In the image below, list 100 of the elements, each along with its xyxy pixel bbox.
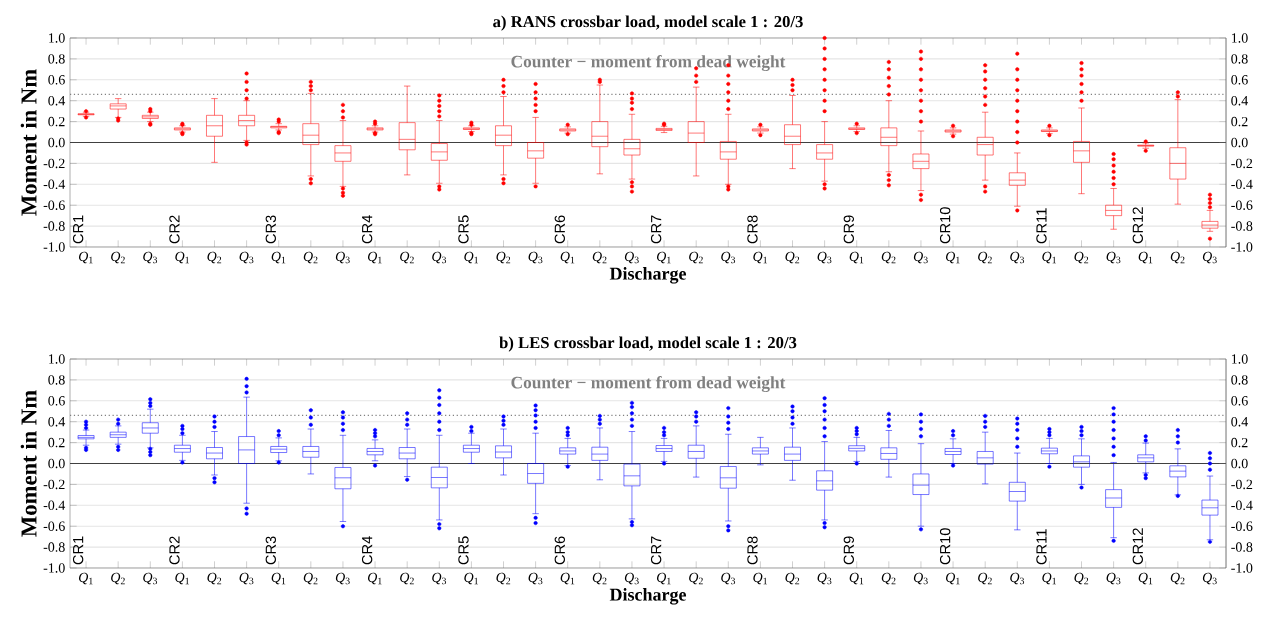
x-tick-label: Q$_{1}$ (271, 572, 286, 585)
y2-tick-label: 0.6 (1231, 75, 1248, 85)
y-tick-label: 0.2 (48, 437, 65, 448)
x-tick-label: Q$_{3}$ (817, 251, 832, 264)
x-tick-label: Q$_{1}$ (1138, 572, 1153, 585)
y2-tick-label: -0.6 (1231, 200, 1253, 210)
y-tick-label: 0.6 (48, 75, 65, 85)
y-tick-label: -0.2 (43, 158, 65, 169)
y-tick-label: 0.2 (48, 116, 65, 127)
y-tick-label: 0.0 (48, 458, 65, 469)
x-tick-label: Q$_{1}$ (849, 251, 864, 264)
x-axis-title: Discharge (609, 267, 687, 284)
y2-tick-label: 0.0 (1231, 137, 1248, 148)
x-tick-label: Q$_{3}$ (721, 251, 736, 264)
x-tick-label: Q$_{1}$ (368, 251, 382, 264)
x-tick-label: Q$_{3}$ (1202, 251, 1217, 264)
annotation: CR3 (265, 215, 276, 244)
annotation: CR8 (747, 215, 758, 244)
x-tick-label: Q$_{2}$ (400, 251, 414, 264)
x-tick-label: Q$_{2}$ (881, 572, 896, 585)
x-tick-label: Q$_{3}$ (143, 572, 158, 585)
x-tick-label: Q$_{2}$ (592, 572, 607, 585)
x-tick-label: Q$_{3}$ (1202, 572, 1217, 585)
x-tick-label: Q$_{3}$ (624, 572, 639, 585)
y-axis-title: Moment in Nm (20, 69, 37, 216)
x-tick-label: Q$_{1}$ (849, 572, 864, 585)
x-tick-label: Q$_{1}$ (78, 251, 93, 264)
x-tick-label: Q$_{3}$ (817, 572, 832, 585)
chart-title: a) RANS crossbar load, model scale 1 : 20/3 (493, 15, 803, 31)
x-tick-label: Q$_{2}$ (303, 251, 318, 264)
x-tick-label: Q$_{2}$ (303, 572, 318, 585)
ref-line-label: Counter − moment from dead weight (511, 55, 786, 72)
x-axis-title: Discharge (609, 588, 687, 605)
annotation: CR1 (72, 536, 84, 565)
annotation: CR8 (747, 536, 758, 565)
x-tick-label: Q$_{3}$ (1106, 251, 1121, 264)
y-axis-title: Moment in Nm (20, 390, 37, 537)
annotation: CR6 (554, 536, 565, 565)
annotation: CR7 (650, 215, 662, 244)
x-tick-label: Q$_{1}$ (753, 251, 767, 264)
x-tick-label: Q$_{2}$ (1074, 572, 1089, 585)
x-tick-label: Q$_{3}$ (143, 251, 158, 264)
y-tick-label: 1.0 (49, 33, 65, 43)
x-tick-label: Q$_{2}$ (207, 251, 222, 264)
y2-tick-label: 0.0 (1231, 458, 1248, 469)
y2-tick-label: 0.4 (1231, 416, 1249, 427)
x-tick-label: Q$_{2}$ (592, 251, 607, 264)
annotation: CR9 (843, 536, 854, 565)
x-tick-label: Q$_{1}$ (753, 572, 767, 585)
x-tick-label: Q$_{1}$ (464, 251, 478, 264)
x-tick-label: Q$_{2}$ (111, 251, 125, 264)
y-tick-label: 0.8 (48, 375, 65, 385)
x-tick-label: Q$_{1}$ (560, 251, 575, 264)
x-tick-label: Q$_{1}$ (368, 572, 382, 585)
y2-tick-label: -0.6 (1231, 521, 1253, 531)
annotation: CR4 (361, 215, 373, 244)
y2-tick-label: 0.2 (1231, 437, 1248, 448)
y2-tick-label: -0.8 (1231, 221, 1253, 231)
x-tick-label: Q$_{2}$ (785, 251, 800, 264)
annotation: CR1 (72, 215, 84, 244)
annotation: CR11 (1036, 529, 1047, 565)
x-tick-label: Q$_{1}$ (560, 572, 575, 585)
x-tick-label: Q$_{3}$ (239, 251, 254, 264)
x-tick-label: Q$_{3}$ (721, 572, 736, 585)
y2-tick-label: 0.8 (1231, 54, 1248, 64)
x-tick-label: Q$_{2}$ (1074, 251, 1089, 264)
chart-title: b) LES crossbar load, model scale 1 : 20/3 (499, 336, 797, 352)
x-tick-label: Q$_{1}$ (946, 251, 960, 264)
annotation: CR10 (939, 528, 951, 565)
x-tick-label: Q$_{2}$ (978, 251, 992, 264)
y-tick-label: -0.8 (43, 221, 65, 231)
annotation: CR6 (554, 215, 565, 244)
y-tick-label: -0.6 (43, 200, 65, 210)
x-tick-label: Q$_{3}$ (913, 572, 928, 585)
x-tick-label: Q$_{1}$ (657, 251, 671, 264)
y-tick-label: -0.8 (43, 542, 65, 552)
x-tick-label: Q$_{2}$ (1170, 251, 1185, 264)
x-tick-label: Q$_{2}$ (689, 251, 703, 264)
x-tick-label: Q$_{2}$ (496, 572, 511, 585)
y-tick-label: -1.0 (43, 242, 65, 252)
x-tick-label: Q$_{1}$ (78, 572, 93, 585)
x-tick-label: Q$_{2}$ (978, 572, 992, 585)
x-tick-label: Q$_{2}$ (689, 572, 703, 585)
y-tick-label: -0.2 (43, 479, 65, 490)
y2-tick-label: -0.4 (1231, 179, 1253, 190)
x-tick-label: Q$_{2}$ (111, 572, 125, 585)
y-tick-label: 0.4 (48, 95, 66, 106)
y-tick-label: -0.4 (43, 500, 66, 511)
x-tick-label: Q$_{3}$ (1010, 251, 1025, 264)
x-tick-label: Q$_{2}$ (881, 251, 896, 264)
annotation: CR3 (265, 536, 276, 565)
x-tick-label: Q$_{3}$ (335, 572, 350, 585)
annotation: CR5 (458, 215, 469, 244)
y2-tick-label: -1.0 (1231, 242, 1253, 252)
annotation: CR2 (169, 536, 180, 565)
x-tick-label: Q$_{3}$ (335, 251, 350, 264)
x-tick-label: Q$_{2}$ (785, 572, 800, 585)
x-tick-label: Q$_{1}$ (175, 572, 189, 585)
x-tick-label: Q$_{1}$ (464, 572, 478, 585)
annotation: CR9 (843, 215, 854, 244)
